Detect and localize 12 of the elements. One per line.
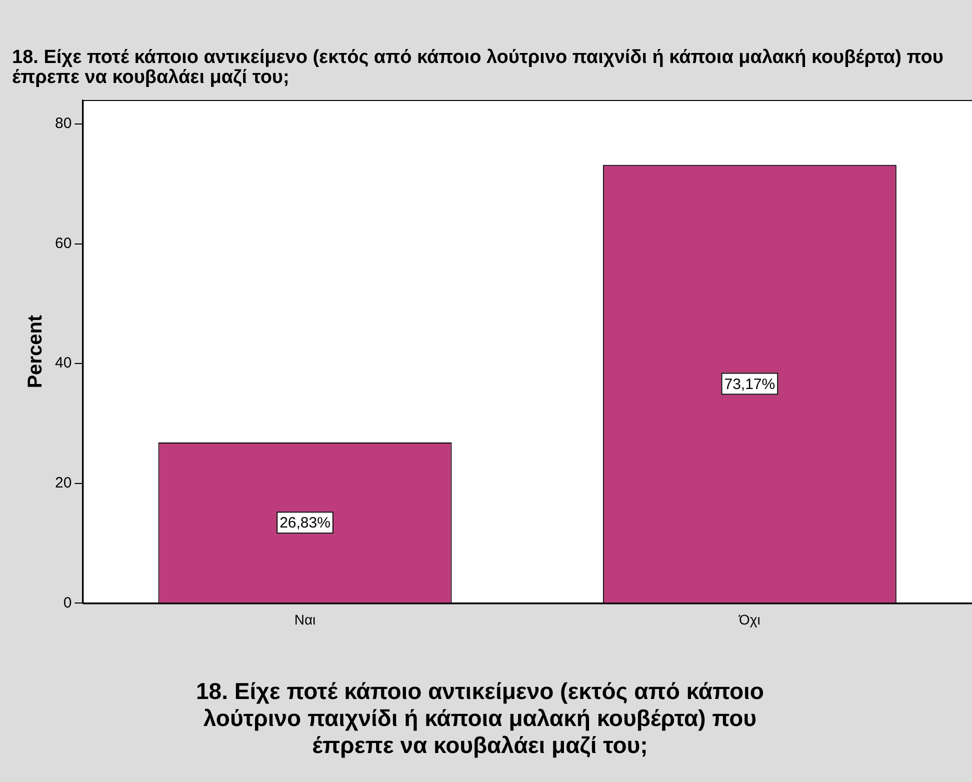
data-label: 26,83% bbox=[280, 514, 330, 532]
x-tick-label: Ναι bbox=[294, 611, 316, 628]
y-tick-label: 80 bbox=[54, 115, 72, 132]
y-tick-label: 40 bbox=[54, 354, 72, 372]
y-tick-label: 60 bbox=[54, 234, 72, 252]
y-tick-label: 20 bbox=[54, 474, 72, 492]
data-label: 73,17% bbox=[724, 376, 776, 393]
chart-title: 18. Είχε ποτέ κάποιο αντικείμενο (εκτός από κάποιο λούτρινο παιχνίδι ή κάποια μαλακή κουβέρτα) που έπρεπε να κουβαλάει μαζί του; bbox=[12, 47, 944, 88]
y-axis-title: Percent bbox=[24, 314, 47, 388]
y-tick-label: 0 bbox=[63, 594, 72, 612]
x-tick-label: Όχι bbox=[738, 611, 760, 628]
x-axis-title: 18. Είχε ποτέ κάποιο αντικείμενο (εκτός από κάποιο λούτρινο παιχνίδι ή κάποια μαλακή κουβέρτα) που έπρεπε να κουβαλάει μαζί του; bbox=[195, 678, 765, 759]
